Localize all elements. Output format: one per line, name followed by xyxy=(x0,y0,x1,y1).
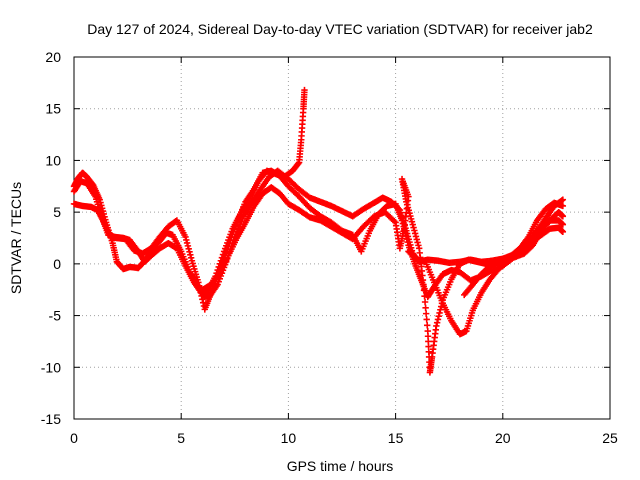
data-point xyxy=(227,237,234,244)
data-point xyxy=(433,322,440,330)
y-tick-label: 10 xyxy=(45,152,61,168)
data-point xyxy=(559,228,567,235)
data-point xyxy=(229,231,236,238)
data-point xyxy=(199,296,206,303)
data-point xyxy=(183,239,191,247)
data-point xyxy=(423,316,430,323)
chart-title: Day 127 of 2024, Sidereal Day-to-day VTE… xyxy=(87,21,593,37)
y-tick-label: -10 xyxy=(41,359,61,375)
series-track-6 xyxy=(461,224,567,299)
data-point xyxy=(215,272,222,279)
x-tick-label: 25 xyxy=(602,430,618,446)
x-tick-label: 10 xyxy=(281,430,297,446)
x-axis-label: GPS time / hours xyxy=(287,458,394,474)
data-point xyxy=(182,233,189,241)
series-track-1 xyxy=(70,86,308,297)
data-point xyxy=(195,282,203,290)
data-point xyxy=(409,221,416,228)
data-point xyxy=(230,228,237,235)
data-point xyxy=(410,224,417,231)
plot-frame xyxy=(73,56,611,420)
x-tick-label: 15 xyxy=(388,430,404,446)
data-point xyxy=(415,242,422,249)
data-point xyxy=(185,245,192,253)
data-point xyxy=(187,254,195,261)
data-point xyxy=(186,248,193,256)
series-track-3 xyxy=(70,167,567,313)
y-tick-label: -15 xyxy=(41,411,61,427)
data-point xyxy=(435,313,442,320)
data-point xyxy=(301,86,308,94)
data-point xyxy=(295,160,302,167)
data-point xyxy=(198,292,205,300)
data-point xyxy=(411,227,418,234)
data-point xyxy=(412,233,420,240)
y-tick-label: -5 xyxy=(49,308,62,324)
y-tick-label: 20 xyxy=(45,49,61,65)
data-point xyxy=(422,304,429,312)
data-point xyxy=(183,236,190,244)
data-point xyxy=(228,234,235,241)
axis-ticks: 0 5 10 15 20 25 -15 -10 -5 0 5 10 15 20 xyxy=(41,49,618,446)
data-point xyxy=(184,242,192,250)
data-point xyxy=(413,236,420,243)
data-point xyxy=(559,221,567,228)
y-tick-label: 15 xyxy=(45,101,61,117)
data-points xyxy=(70,86,567,376)
data-point xyxy=(559,213,567,220)
data-point xyxy=(424,322,431,329)
series-track-4 xyxy=(199,175,567,376)
data-point xyxy=(420,281,427,288)
data-point xyxy=(187,251,194,259)
data-point xyxy=(223,249,230,256)
data-point xyxy=(231,225,238,232)
data-point xyxy=(433,319,441,326)
data-point xyxy=(437,306,444,313)
y-axis-label: SDTVAR / TECUs xyxy=(8,182,24,294)
data-point xyxy=(404,238,411,246)
data-point xyxy=(559,202,567,210)
y-tick-label: 0 xyxy=(53,256,61,272)
data-point xyxy=(559,196,567,203)
data-point xyxy=(232,222,240,229)
data-point xyxy=(226,240,233,247)
data-point xyxy=(420,287,428,294)
data-point xyxy=(195,279,202,286)
data-point xyxy=(411,230,419,237)
data-point xyxy=(421,292,428,300)
data-point xyxy=(436,309,443,317)
data-point xyxy=(422,310,430,317)
data-point xyxy=(414,239,421,246)
data-point xyxy=(421,298,429,306)
x-tick-label: 20 xyxy=(495,430,511,446)
x-tick-label: 0 xyxy=(70,430,78,446)
x-tick-label: 5 xyxy=(177,430,185,446)
y-tick-label: 5 xyxy=(53,204,61,220)
data-point xyxy=(434,316,442,323)
